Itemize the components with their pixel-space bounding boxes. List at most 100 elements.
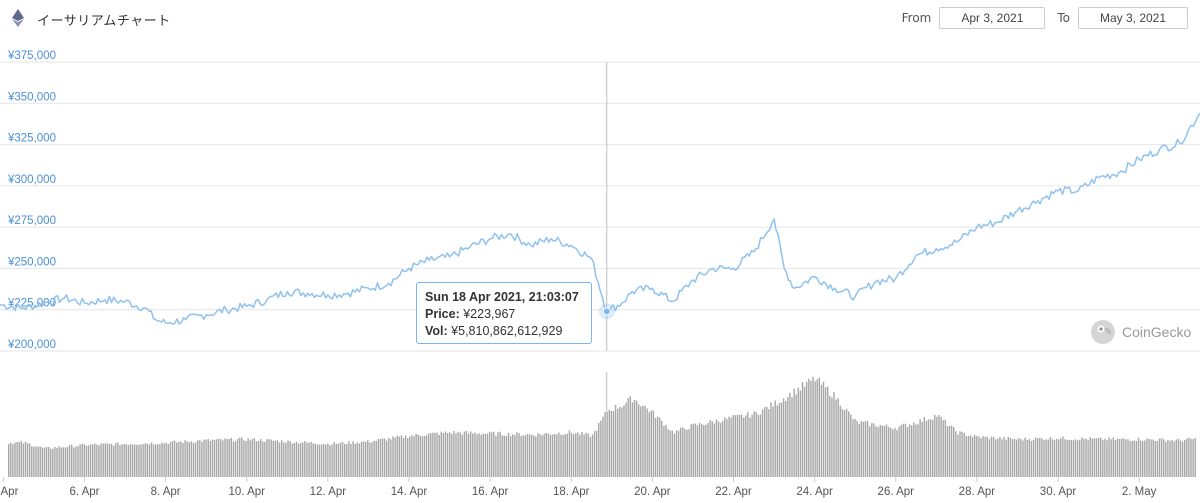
volume-bar bbox=[205, 439, 207, 477]
volume-bar bbox=[96, 444, 98, 477]
volume-bar bbox=[394, 437, 396, 477]
volume-bar bbox=[457, 431, 459, 477]
y-axis-labels: ¥200,000¥225,000¥250,000¥275,000¥300,000… bbox=[7, 50, 56, 351]
volume-bar bbox=[339, 442, 342, 477]
volume-bar bbox=[486, 433, 489, 477]
volume-bar bbox=[1142, 440, 1144, 477]
volume-bar bbox=[1163, 439, 1165, 477]
x-tick-label: 10. Apr bbox=[229, 486, 266, 498]
volume-bar bbox=[562, 435, 564, 477]
volume-bar bbox=[946, 426, 949, 477]
volume-bar bbox=[820, 384, 823, 477]
volume-bar bbox=[407, 438, 409, 477]
volume-bar bbox=[797, 387, 799, 477]
x-tick-label: 30. Apr bbox=[1040, 486, 1077, 498]
volume-bar bbox=[480, 434, 482, 477]
volume-bar bbox=[314, 443, 316, 477]
volume-bar bbox=[593, 431, 596, 477]
volume-bar bbox=[1165, 441, 1167, 477]
from-date-input[interactable] bbox=[939, 7, 1046, 29]
volume-bar bbox=[1007, 437, 1009, 477]
volume-bar bbox=[333, 442, 335, 477]
volume-bar bbox=[318, 444, 321, 477]
volume-bar bbox=[18, 442, 20, 477]
volume-bar bbox=[908, 424, 911, 477]
volume-bar bbox=[745, 415, 747, 477]
to-date-input[interactable] bbox=[1078, 7, 1188, 29]
volume-bar bbox=[239, 437, 241, 477]
volume-bar bbox=[654, 417, 657, 477]
volume-bar bbox=[1133, 440, 1135, 477]
volume-bar bbox=[209, 440, 211, 477]
volume-bar bbox=[81, 443, 83, 477]
x-tick-label: 12. Apr bbox=[310, 486, 347, 498]
volume-bar bbox=[866, 421, 869, 477]
volume-bar bbox=[722, 421, 724, 477]
volume-bar bbox=[539, 434, 541, 477]
volume-bar bbox=[501, 435, 503, 477]
volume-bar bbox=[1045, 439, 1047, 477]
volume-bar bbox=[224, 438, 226, 477]
volume-bar bbox=[982, 436, 984, 477]
volume-bar bbox=[617, 408, 619, 477]
volume-bar bbox=[829, 395, 831, 477]
volume-bar bbox=[1016, 439, 1018, 477]
volume-bar bbox=[253, 438, 256, 477]
volume-bar bbox=[612, 411, 615, 477]
gecko-icon bbox=[1091, 320, 1115, 344]
volume-bar bbox=[388, 437, 390, 477]
volume-bar bbox=[726, 419, 728, 477]
volume-bar bbox=[413, 436, 415, 477]
volume-bar bbox=[134, 444, 136, 477]
volume-bar bbox=[266, 439, 268, 477]
volume-bar bbox=[341, 441, 344, 477]
volume-bar bbox=[974, 434, 976, 477]
volume-bar bbox=[188, 442, 190, 477]
volume-bar bbox=[247, 438, 249, 477]
volume-bar bbox=[1112, 437, 1114, 477]
volume-bar bbox=[774, 400, 776, 477]
volume-bar bbox=[915, 424, 917, 477]
volume-bar bbox=[367, 440, 369, 477]
volume-bar bbox=[516, 432, 518, 477]
volume-bar bbox=[138, 444, 140, 477]
volume-bar bbox=[241, 437, 243, 477]
volume-bar bbox=[362, 441, 365, 477]
watermark-text: CoinGecko bbox=[1122, 324, 1192, 340]
volume-bar bbox=[344, 443, 346, 477]
volume-bar bbox=[310, 441, 312, 477]
volume-bar bbox=[585, 432, 587, 477]
volume-bar bbox=[673, 433, 676, 477]
volume-bar bbox=[161, 442, 163, 477]
volume-bar bbox=[644, 405, 646, 477]
volume-bar bbox=[1171, 439, 1173, 477]
volume-bar bbox=[354, 443, 356, 477]
volume-bar bbox=[1037, 438, 1039, 477]
volume-bar bbox=[976, 435, 978, 477]
volume-bar bbox=[272, 440, 274, 477]
volume-bar bbox=[992, 436, 995, 477]
volume-bar bbox=[276, 440, 279, 477]
tooltip-price-value: ¥223,967 bbox=[463, 307, 516, 321]
volume-bar bbox=[213, 439, 216, 477]
volume-bar bbox=[184, 440, 186, 477]
volume-bar bbox=[919, 419, 921, 477]
volume-bar bbox=[377, 439, 379, 477]
volume-bar bbox=[497, 432, 499, 477]
volume-bar bbox=[365, 442, 367, 477]
volume-bar bbox=[854, 418, 856, 477]
volume-bar bbox=[234, 441, 237, 477]
volume-bars bbox=[8, 376, 1196, 477]
volume-bar bbox=[950, 425, 953, 477]
volume-bar bbox=[558, 432, 560, 477]
volume-bar bbox=[369, 442, 371, 477]
volume-bar bbox=[73, 447, 75, 477]
volume-bar bbox=[988, 439, 991, 477]
volume-bar bbox=[1156, 441, 1159, 477]
volume-bar bbox=[843, 410, 846, 477]
x-tick-label: 4. Apr bbox=[0, 486, 19, 498]
volume-bar bbox=[1167, 440, 1169, 477]
chart-title: イーサリアムチャート bbox=[37, 14, 171, 29]
volume-bar bbox=[980, 438, 982, 477]
